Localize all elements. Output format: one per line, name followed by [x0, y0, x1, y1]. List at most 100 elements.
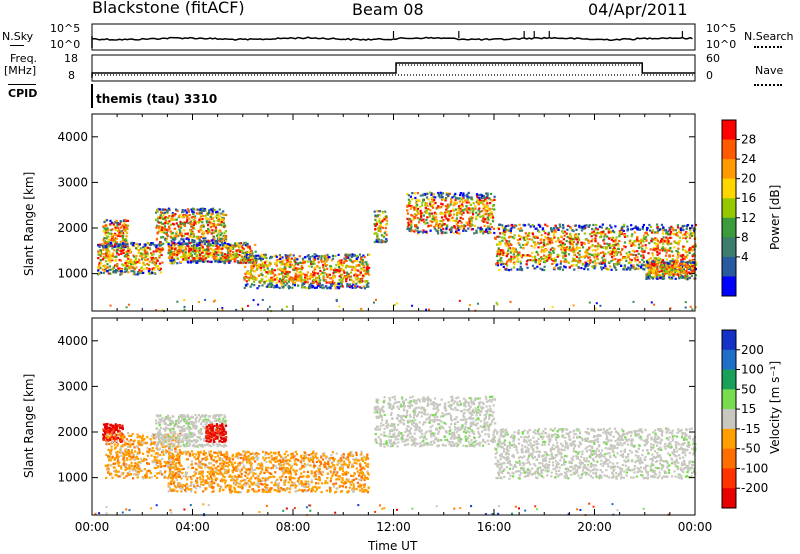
data-cell: [653, 275, 656, 278]
data-cell: [334, 267, 337, 270]
data-cell: [429, 203, 432, 206]
data-cell: [424, 201, 427, 205]
data-cell: [641, 244, 644, 247]
data-cell: [628, 242, 631, 245]
data-cell: [487, 214, 490, 217]
data-cell: [379, 210, 382, 213]
data-cell: [480, 200, 484, 203]
data-cell: [376, 240, 379, 243]
data-cell: [173, 260, 176, 263]
data-cell: [194, 251, 197, 254]
data-cell: [101, 268, 104, 271]
data-cell: [184, 209, 187, 212]
data-cell: [246, 271, 250, 274]
data-cell: [135, 242, 138, 245]
data-cell: [242, 256, 245, 259]
data-cell: [153, 267, 156, 270]
data-cell: [251, 267, 255, 270]
data-cell: [175, 242, 178, 246]
data-cell: [362, 264, 365, 267]
data-cell: [477, 209, 480, 212]
data-cell: [114, 271, 117, 274]
data-cell: [406, 204, 409, 207]
data-cell: [215, 216, 219, 219]
data-cell: [163, 222, 167, 225]
data-cell: [658, 249, 662, 252]
data-cell: [215, 223, 218, 226]
data-cell: [443, 231, 446, 234]
data-cell: [654, 238, 657, 242]
data-cell: [661, 277, 664, 280]
data-cell: [504, 242, 507, 245]
data-cell: [246, 276, 249, 279]
data-cell: [473, 224, 477, 227]
data-cell: [509, 258, 512, 261]
data-cell: [620, 231, 623, 234]
data-cell: [229, 254, 232, 257]
data-cell: [648, 272, 651, 275]
data-cell: [592, 266, 595, 269]
data-cell: [235, 250, 238, 253]
data-cell: [493, 208, 496, 211]
data-cell: [207, 246, 210, 249]
data-cell: [246, 283, 249, 286]
data-cell: [511, 258, 514, 261]
data-cell: [194, 246, 197, 249]
data-cell: [223, 241, 226, 244]
data-cell: [441, 192, 445, 195]
data-cell: [672, 273, 675, 276]
data-cell: [615, 243, 618, 246]
data-cell: [485, 195, 489, 198]
data-cell: [445, 227, 448, 230]
data-cell: [411, 205, 414, 208]
data-cell: [252, 299, 255, 302]
data-cell: [509, 228, 512, 231]
data-cell: [282, 268, 285, 271]
data-cell: [647, 264, 650, 267]
data-cell: [691, 265, 694, 268]
data-cell: [254, 243, 257, 246]
data-cell: [107, 256, 110, 259]
data-cell: [109, 430, 112, 433]
data-cell: [221, 307, 224, 309]
data-cell: [201, 225, 204, 228]
data-cell: [665, 241, 668, 244]
data-cell: [481, 194, 484, 197]
data-cell: [291, 268, 295, 271]
data-cell: [242, 243, 245, 246]
data-cell: [138, 258, 141, 261]
data-cell: [484, 209, 487, 212]
data-cell: [201, 251, 204, 254]
data-cell: [597, 245, 600, 248]
data-cell: [103, 435, 106, 438]
data-cell: [558, 240, 561, 244]
data-cell: [222, 218, 225, 221]
data-cell: [145, 267, 148, 270]
data-cell: [365, 261, 368, 264]
data-cell: [311, 276, 314, 279]
data-cell: [218, 214, 221, 218]
data-cell: [317, 255, 321, 258]
data-cell: [108, 243, 111, 247]
data-cell: [198, 235, 201, 238]
data-cell: [356, 274, 359, 277]
data-cell: [288, 260, 291, 264]
data-cell: [665, 232, 668, 236]
data-cell: [367, 272, 370, 275]
data-cell: [263, 281, 266, 284]
data-cell: [490, 211, 493, 214]
data-cell: [208, 240, 211, 243]
data-cell: [247, 304, 249, 307]
data-cell: [268, 261, 271, 264]
data-cell: [348, 253, 352, 257]
data-cell: [192, 233, 195, 236]
data-cell: [189, 252, 193, 255]
data-cell: [355, 259, 358, 262]
data-cell: [562, 245, 565, 248]
data-cell: [672, 227, 675, 230]
data-cell: [689, 229, 692, 232]
data-cell: [118, 246, 121, 249]
data-cell: [540, 250, 543, 253]
data-cell: [121, 238, 125, 241]
data-cell: [99, 255, 102, 258]
